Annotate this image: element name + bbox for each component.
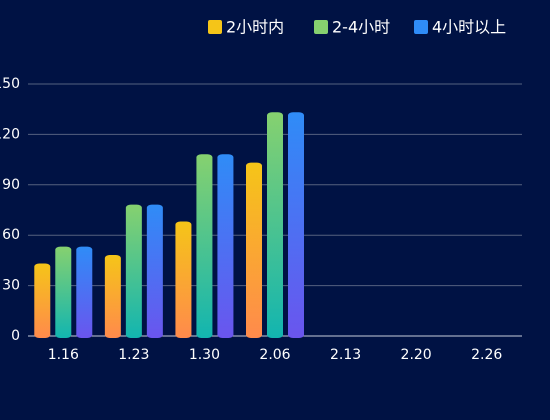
bar — [267, 112, 283, 339]
y-tick-label: 30 — [2, 278, 20, 294]
y-tick-label: 60 — [2, 227, 20, 243]
bar — [217, 154, 234, 338]
x-tick-label: 1.16 — [48, 347, 79, 363]
legend-swatch — [314, 20, 328, 34]
legend-label: 4小时以上 — [432, 18, 506, 37]
legend-swatch — [414, 20, 428, 34]
bar — [76, 246, 93, 338]
x-tick-label: 2.26 — [471, 347, 502, 363]
x-tick-label: 2.20 — [401, 347, 432, 363]
x-tick-label: 1.23 — [118, 347, 149, 363]
bar — [246, 162, 262, 338]
x-tick-label: 2.06 — [259, 347, 290, 363]
bar — [55, 246, 72, 338]
bar — [196, 154, 213, 338]
bar — [104, 255, 121, 338]
x-tick-label: 2.13 — [330, 347, 361, 363]
legend-label: 2小时内 — [226, 18, 284, 37]
bar — [125, 204, 142, 338]
bar — [288, 112, 304, 339]
bar — [146, 204, 163, 338]
y-tick-label: 0 — [11, 328, 20, 344]
bar — [34, 263, 51, 338]
x-tick-label: 1.30 — [189, 347, 220, 363]
y-tick-label: 150 — [0, 76, 20, 92]
legend-swatch — [208, 20, 222, 34]
bar — [175, 221, 192, 338]
legend-label: 2-4小时 — [332, 18, 390, 37]
y-tick-label: 120 — [0, 126, 20, 142]
y-tick-label: 90 — [2, 177, 20, 193]
